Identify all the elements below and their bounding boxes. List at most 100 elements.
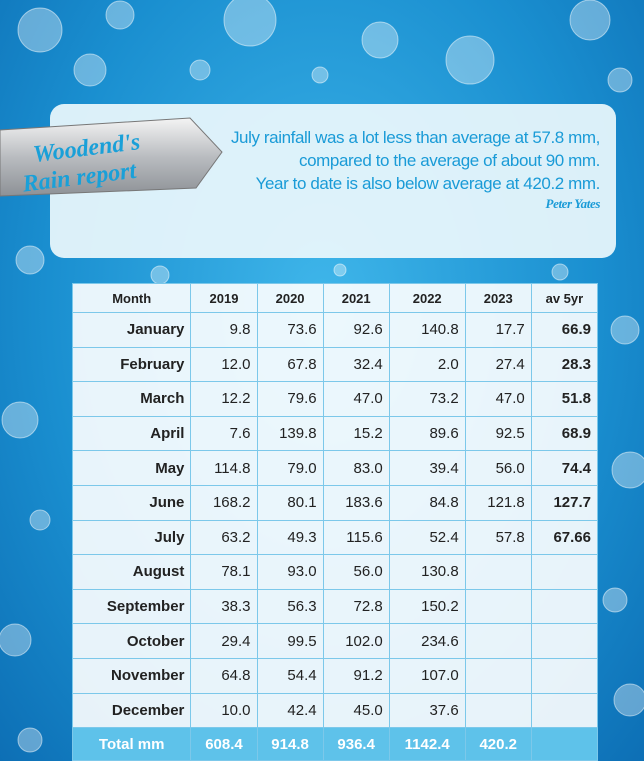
value-cell: 102.0 [323, 624, 389, 659]
value-cell: 29.4 [191, 624, 257, 659]
empty-cell [531, 693, 597, 728]
value-cell: 10.0 [191, 693, 257, 728]
value-cell: 91.2 [323, 658, 389, 693]
author: Peter Yates [231, 195, 600, 213]
value-cell: 121.8 [465, 485, 531, 520]
value-cell: 63.2 [191, 520, 257, 555]
header-cell: Month [73, 284, 191, 313]
value-cell: 27.4 [465, 347, 531, 382]
empty-cell [531, 624, 597, 659]
table-row: August78.193.056.0130.8 [73, 555, 598, 590]
value-cell: 89.6 [389, 416, 465, 451]
value-cell: 139.8 [257, 416, 323, 451]
total-cell: Total mm [73, 728, 191, 761]
empty-cell [531, 555, 597, 590]
summary-line: Year to date is also below average at 42… [231, 172, 600, 195]
value-cell: 114.8 [191, 451, 257, 486]
value-cell: 84.8 [389, 485, 465, 520]
month-cell: July [73, 520, 191, 555]
month-cell: June [73, 485, 191, 520]
value-cell: 127.7 [531, 485, 597, 520]
value-cell: 42.4 [257, 693, 323, 728]
value-cell: 51.8 [531, 382, 597, 417]
value-cell: 93.0 [257, 555, 323, 590]
month-cell: January [73, 313, 191, 348]
empty-cell [531, 658, 597, 693]
value-cell: 83.0 [323, 451, 389, 486]
value-cell: 73.6 [257, 313, 323, 348]
value-cell: 67.66 [531, 520, 597, 555]
value-cell: 79.6 [257, 382, 323, 417]
summary-line: July rainfall was a lot less than averag… [231, 126, 600, 149]
value-cell: 57.8 [465, 520, 531, 555]
badge: Woodend's Rain report [0, 112, 230, 202]
value-cell: 32.4 [323, 347, 389, 382]
value-cell: 15.2 [323, 416, 389, 451]
empty-cell [465, 555, 531, 590]
table-row: July63.249.3115.652.457.867.66 [73, 520, 598, 555]
header-cell: av 5yr [531, 284, 597, 313]
value-cell: 80.1 [257, 485, 323, 520]
value-cell: 73.2 [389, 382, 465, 417]
value-cell: 72.8 [323, 589, 389, 624]
value-cell: 74.4 [531, 451, 597, 486]
value-cell: 92.6 [323, 313, 389, 348]
value-cell: 99.5 [257, 624, 323, 659]
total-cell: 1142.4 [389, 728, 465, 761]
total-cell: 914.8 [257, 728, 323, 761]
total-cell: 608.4 [191, 728, 257, 761]
value-cell: 47.0 [323, 382, 389, 417]
value-cell: 28.3 [531, 347, 597, 382]
empty-cell [465, 589, 531, 624]
month-cell: November [73, 658, 191, 693]
value-cell: 68.9 [531, 416, 597, 451]
value-cell: 47.0 [465, 382, 531, 417]
header-cell: 2020 [257, 284, 323, 313]
month-cell: August [73, 555, 191, 590]
value-cell: 12.0 [191, 347, 257, 382]
value-cell: 9.8 [191, 313, 257, 348]
table-row: March12.279.647.073.247.051.8 [73, 382, 598, 417]
value-cell: 56.0 [465, 451, 531, 486]
month-cell: December [73, 693, 191, 728]
value-cell: 115.6 [323, 520, 389, 555]
value-cell: 64.8 [191, 658, 257, 693]
total-cell: 936.4 [323, 728, 389, 761]
month-cell: March [73, 382, 191, 417]
value-cell: 66.9 [531, 313, 597, 348]
value-cell: 45.0 [323, 693, 389, 728]
value-cell: 150.2 [389, 589, 465, 624]
empty-cell [465, 658, 531, 693]
empty-cell [465, 624, 531, 659]
value-cell: 92.5 [465, 416, 531, 451]
value-cell: 234.6 [389, 624, 465, 659]
month-cell: February [73, 347, 191, 382]
value-cell: 54.4 [257, 658, 323, 693]
month-cell: May [73, 451, 191, 486]
value-cell: 49.3 [257, 520, 323, 555]
summary: July rainfall was a lot less than averag… [231, 126, 600, 213]
total-cell: 420.2 [465, 728, 531, 761]
summary-line: compared to the average of about 90 mm. [231, 149, 600, 172]
value-cell: 183.6 [323, 485, 389, 520]
header-cell: 2021 [323, 284, 389, 313]
value-cell: 39.4 [389, 451, 465, 486]
empty-cell [531, 728, 597, 761]
table-row: April7.6139.815.289.692.568.9 [73, 416, 598, 451]
month-cell: October [73, 624, 191, 659]
value-cell: 130.8 [389, 555, 465, 590]
value-cell: 17.7 [465, 313, 531, 348]
value-cell: 56.3 [257, 589, 323, 624]
page: Woodend's Rain report July rainfall was … [0, 0, 644, 761]
value-cell: 56.0 [323, 555, 389, 590]
table-row: June168.280.1183.684.8121.8127.7 [73, 485, 598, 520]
month-cell: September [73, 589, 191, 624]
empty-cell [531, 589, 597, 624]
header-cell: 2019 [191, 284, 257, 313]
